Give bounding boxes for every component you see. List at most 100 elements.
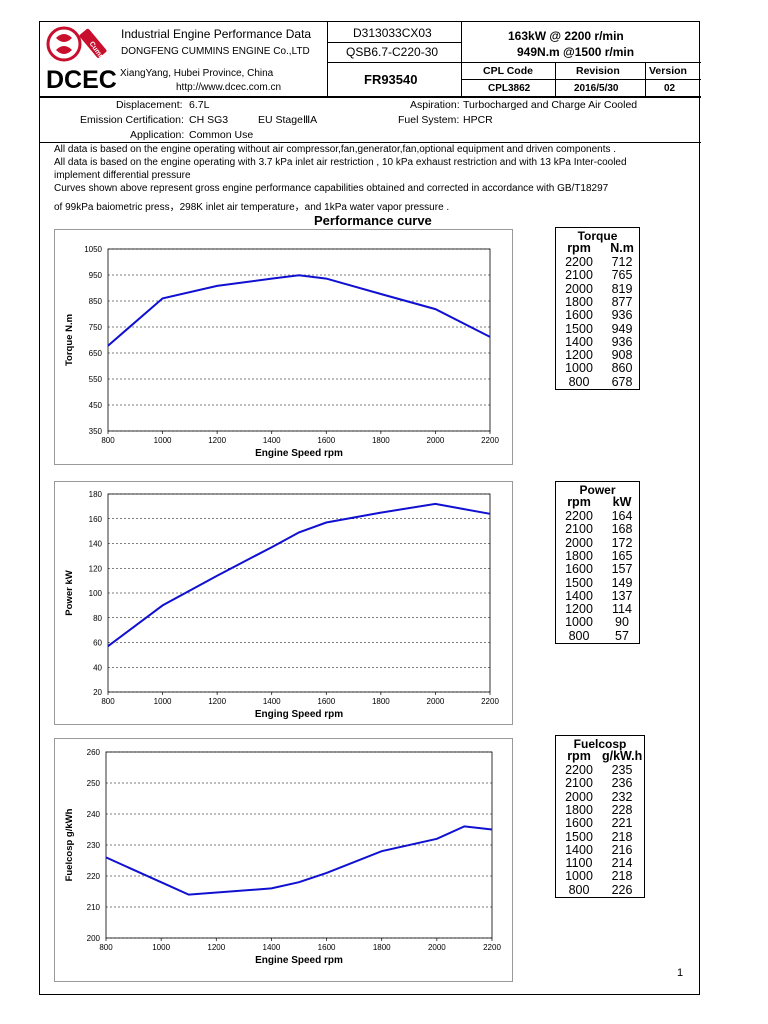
power-y-tick-label: 40 — [93, 663, 102, 672]
table-cell-rpm: 1200 — [565, 348, 593, 363]
power-x-tick-label: 1600 — [317, 697, 335, 706]
rating-power: 163kW @ 2200 r/min — [508, 29, 624, 43]
table-cell-value: 218 — [611, 829, 633, 844]
note-line: Curves shown above represent gross engin… — [54, 183, 609, 194]
header-divider — [461, 21, 462, 97]
table-cell-value: 936 — [611, 308, 633, 323]
table-cell-value: 819 — [611, 281, 633, 296]
power-y-axis-label: Power kW — [64, 570, 75, 615]
torque-y-tick-label: 850 — [89, 297, 103, 306]
displacement-label: Displacement: — [116, 99, 183, 111]
table-header-unit: kW — [612, 495, 632, 509]
power-x-tick-label: 1200 — [208, 697, 226, 706]
power-y-tick-label: 20 — [93, 688, 102, 697]
table-cell-rpm: 2000 — [565, 281, 593, 296]
application-label: Application: — [130, 129, 185, 141]
emission-value-eu: EU StageⅢA — [258, 114, 318, 126]
table-cell-value: 114 — [612, 602, 632, 617]
page-number: 1 — [677, 967, 684, 979]
table-cell-rpm: 1600 — [565, 562, 593, 577]
table-cell-rpm: 2000 — [565, 535, 593, 550]
fuel-table: Fuelcosp rpm g/kW.h 2200 235 2100 236 2000 232 18… — [555, 735, 645, 898]
power-y-tick-label: 160 — [89, 515, 103, 524]
table-cell-rpm: 800 — [568, 628, 590, 643]
power-x-axis-label: Enging Speed rpm — [255, 709, 343, 720]
table-cell-value: 226 — [611, 882, 633, 897]
fuel-x-tick-label: 1000 — [152, 943, 170, 952]
fuel-x-tick-label: 800 — [99, 943, 113, 952]
torque-y-tick-label: 550 — [89, 375, 103, 384]
table-header-rpm: rpm — [567, 749, 591, 763]
performance-title: Performance curve — [314, 213, 432, 228]
fuel-y-tick-label: 220 — [87, 872, 101, 881]
header-divider — [645, 62, 646, 97]
header-divider — [327, 42, 461, 43]
torque-y-tick-label: 950 — [89, 271, 103, 280]
fuel-system-value: HPCR — [463, 114, 493, 126]
table-cell-rpm: 1600 — [565, 816, 593, 831]
power-x-tick-label: 800 — [101, 697, 115, 706]
torque-x-axis-label: Engine Speed rpm — [255, 448, 343, 459]
table-cell-rpm: 800 — [568, 882, 590, 897]
power-x-tick-label: 2200 — [481, 697, 499, 706]
fuel-x-axis-label: Engine Speed rpm — [255, 955, 343, 966]
torque-x-tick-label: 800 — [101, 436, 115, 445]
power-x-tick-label: 1000 — [154, 697, 172, 706]
note-line: of 99kPa baiometric press，298K inlet air… — [54, 202, 450, 213]
table-cell-value: 165 — [611, 548, 633, 563]
torque-series-line — [107, 274, 491, 347]
table-header-rpm: rpm — [567, 495, 591, 509]
torque-y-axis-label: Torque N.m — [64, 314, 75, 366]
fuel-x-tick-label: 2200 — [483, 943, 501, 952]
table-cell-value: 149 — [611, 575, 633, 590]
power-chart-frame — [54, 481, 513, 725]
table-cell-rpm: 2200 — [565, 763, 593, 777]
table-cell-rpm: 800 — [568, 374, 590, 389]
power-y-tick-label: 180 — [89, 490, 103, 499]
table-cell-rpm: 1400 — [565, 334, 593, 349]
fuel-series-line — [105, 825, 493, 896]
torque-chart-frame — [54, 229, 513, 465]
table-cell-value: 216 — [611, 842, 633, 857]
table-cell-value: 137 — [611, 588, 633, 603]
table-cell-value: 157 — [611, 562, 633, 577]
table-cell-rpm: 1000 — [565, 869, 593, 884]
torque-x-tick-label: 1800 — [372, 436, 390, 445]
header-title: Industrial Engine Performance Data — [121, 27, 312, 41]
table-cell-value: 172 — [611, 535, 633, 550]
header-divider — [555, 62, 556, 97]
power-y-tick-label: 100 — [89, 589, 103, 598]
fuel-x-tick-label: 1200 — [207, 943, 225, 952]
rating-torque: 949N.m @1500 r/min — [517, 45, 635, 59]
power-x-tick-label: 1800 — [372, 697, 390, 706]
company-address: XiangYang, Hubei Province, China — [120, 68, 274, 79]
application-value: Common Use — [189, 129, 254, 141]
torque-table: Torque rpm N.m 2200 712 2100 765 2000 819 1800 877… — [555, 227, 640, 390]
table-cell-value: 236 — [611, 776, 633, 791]
header-divider — [327, 62, 701, 63]
table-cell-rpm: 1500 — [565, 575, 593, 590]
version-value: 02 — [664, 83, 676, 94]
fuel-y-axis-label: Fuelcosp g/kWh — [64, 808, 75, 881]
emission-value-ch: CH SG3 — [189, 114, 229, 126]
fuel-plot-area — [105, 751, 493, 939]
power-y-tick-label: 140 — [89, 540, 103, 549]
table-cell-value: 228 — [611, 802, 633, 817]
fuel-x-tick-label: 2000 — [428, 943, 446, 952]
header-bottom-rule — [39, 96, 701, 98]
table-cell-value: 90 — [615, 615, 629, 630]
table-cell-rpm: 1500 — [565, 829, 593, 844]
note-line: All data is based on the engine operatin… — [54, 157, 627, 168]
table-cell-value: 235 — [611, 763, 633, 777]
table-cell-rpm: 1600 — [565, 308, 593, 323]
company-website: http://www.dcec.com.cn — [176, 82, 282, 93]
specs-bottom-rule — [39, 142, 701, 143]
fuel-x-tick-label: 1600 — [318, 943, 336, 952]
fuel-y-tick-label: 200 — [87, 934, 101, 943]
table-cell-rpm: 2100 — [565, 268, 593, 283]
torque-plot-area — [107, 248, 491, 432]
table-cell-value: 232 — [611, 789, 633, 804]
table-cell-value: 168 — [611, 522, 633, 537]
fuel-system-label: Fuel System: — [398, 114, 460, 126]
